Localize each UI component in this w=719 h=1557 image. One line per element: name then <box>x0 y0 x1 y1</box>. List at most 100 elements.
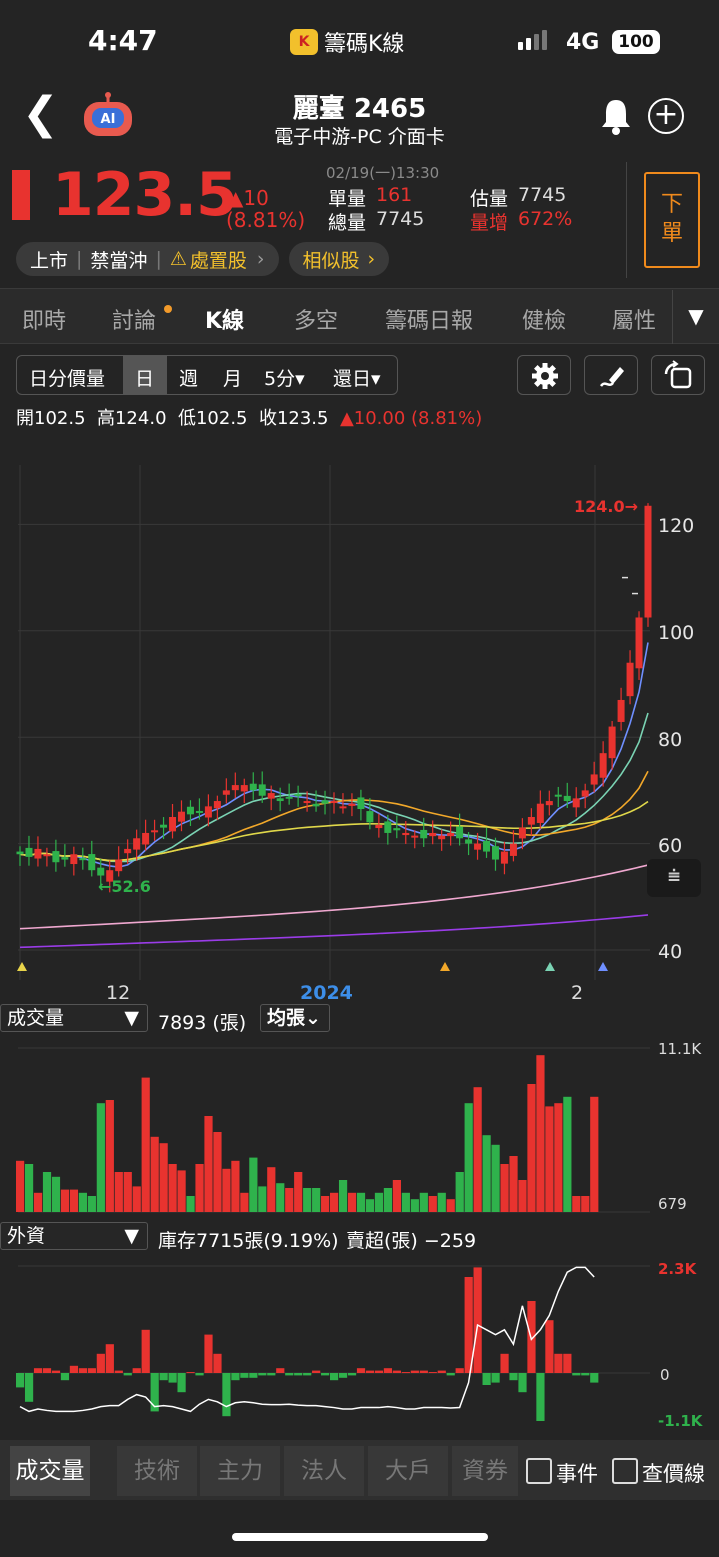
similar-stocks-label: 相似股 <box>302 249 360 272</box>
tab-health[interactable]: 健檢 <box>522 309 567 334</box>
period-intraday[interactable]: 日分價量 <box>29 368 106 390</box>
bottom-tab-margin[interactable]: 資券 <box>452 1446 518 1496</box>
foreign-indicator-select[interactable]: 外資 ▼ <box>0 1222 148 1250</box>
foreign-bar <box>24 1373 34 1402</box>
volume-indicator-select[interactable]: 成交量 ▼ <box>0 1004 148 1032</box>
events-label: 事件 <box>556 1462 598 1486</box>
bottom-tab-volume[interactable]: 成交量 <box>10 1446 90 1496</box>
volume-chart[interactable] <box>0 1040 719 1220</box>
foreign-bar <box>78 1368 87 1373</box>
candle-body <box>375 824 383 829</box>
volume-bar <box>51 1176 61 1212</box>
divider <box>626 162 627 278</box>
volume-bar <box>204 1116 213 1212</box>
volume-bar <box>16 1160 25 1212</box>
low-label: 低 <box>177 408 196 429</box>
foreign-bar <box>105 1344 114 1373</box>
event-marker-icon <box>598 962 608 971</box>
period-5min[interactable]: 5分▾ <box>264 368 305 390</box>
foreign-bar <box>330 1373 339 1381</box>
status-app-label: 籌碼K線 <box>324 32 405 57</box>
period-adjusted[interactable]: 還日▾ <box>333 368 381 390</box>
network-label: 4G <box>566 30 600 55</box>
foreign-bar <box>374 1370 384 1373</box>
tag-market-info[interactable]: 上市 | 禁當沖 | ⚠ 處置股 › <box>16 242 279 276</box>
bottom-tab-major[interactable]: 主力 <box>200 1446 280 1496</box>
candle-body <box>617 699 625 722</box>
foreign-bar <box>312 1370 321 1373</box>
draw-button[interactable] <box>584 355 638 395</box>
candle-body <box>151 830 159 833</box>
tab-kline[interactable]: K線 <box>205 309 245 334</box>
foreign-bar <box>177 1373 186 1393</box>
ma-line-10 <box>19 712 649 863</box>
tab-realtime[interactable]: 即時 <box>22 309 67 334</box>
candle-body <box>285 796 293 799</box>
status-app-name: K 籌碼K線 <box>290 26 404 58</box>
candle-body <box>97 867 105 876</box>
main-tabs: 即時 討論 K線 多空 籌碼日報 健檢 屬性 <box>0 288 719 344</box>
volume-bar <box>437 1192 446 1212</box>
volume-bar <box>186 1196 195 1212</box>
signal-icon <box>518 30 547 50</box>
chart-high-annotation: 124.0→ <box>574 497 639 516</box>
period-month[interactable]: 月 <box>223 368 243 390</box>
similar-stocks-button[interactable]: 相似股 › <box>288 242 390 276</box>
candle-body <box>357 797 365 810</box>
events-checkbox[interactable] <box>526 1458 552 1484</box>
candle-body <box>115 859 123 872</box>
foreign-bar <box>572 1373 581 1376</box>
rotate-button[interactable] <box>651 355 705 395</box>
ai-robot-icon[interactable]: AI <box>80 92 136 140</box>
estimated-volume-value: 7745 <box>518 184 567 206</box>
settings-button[interactable] <box>517 355 571 395</box>
price-line-checkbox[interactable] <box>612 1458 638 1484</box>
bottom-tab-bigholders[interactable]: 大戶 <box>368 1446 448 1496</box>
volume-axis-max: 11.1K <box>658 1040 702 1058</box>
foreign-bar <box>69 1365 79 1373</box>
foreign-bar <box>249 1373 258 1378</box>
foreign-bar <box>204 1334 213 1373</box>
foreign-bar <box>195 1373 204 1376</box>
bell-icon[interactable] <box>598 96 634 136</box>
bottom-tab-technical[interactable]: 技術 <box>117 1446 197 1496</box>
volume-bar <box>554 1103 563 1212</box>
tab-attributes[interactable]: 屬性 <box>612 309 657 334</box>
tab-longshort[interactable]: 多空 <box>294 309 339 334</box>
foreign-inventory: 庫存7715張(9.19%) <box>158 1230 339 1252</box>
order-button[interactable]: 下 單 <box>644 172 700 268</box>
close-label: 收 <box>258 408 277 429</box>
resize-handle[interactable]: ⩧ <box>647 859 701 897</box>
foreign-bar <box>500 1353 509 1373</box>
back-icon[interactable]: ❮ <box>22 88 59 139</box>
bottom-tab-institutional[interactable]: 法人 <box>284 1446 364 1496</box>
volume-value: 7893 (張) <box>158 1012 247 1034</box>
foreign-chart[interactable] <box>0 1258 719 1436</box>
candle-body <box>249 783 257 791</box>
volume-bar <box>536 1055 545 1212</box>
period-day[interactable]: 日 <box>135 368 155 390</box>
page-subtitle: 電子中游-PC 介面卡 <box>274 126 445 148</box>
page-title: 麗臺 2465 <box>292 94 427 124</box>
volume-indicator-label: 成交量 <box>7 1007 65 1029</box>
volume-bar <box>303 1188 312 1212</box>
volume-bar <box>365 1199 375 1212</box>
foreign-bar <box>132 1368 141 1373</box>
tabs-more-icon[interactable]: ▼ <box>672 290 719 344</box>
tab-chip-daily[interactable]: 籌碼日報 <box>385 309 474 334</box>
volume-bar <box>168 1164 177 1212</box>
chevron-right-icon: › <box>256 248 265 270</box>
candlestick-chart[interactable] <box>0 455 719 1005</box>
foreign-bar <box>518 1373 527 1393</box>
volume-bar <box>42 1172 52 1212</box>
add-watchlist-icon[interactable]: + <box>648 98 684 134</box>
candle-body <box>545 801 553 806</box>
candle-body <box>231 785 239 791</box>
chevron-down-icon: ▼ <box>124 1225 139 1247</box>
avg-volume-button[interactable]: 均張⌄ <box>260 1004 330 1032</box>
period-week[interactable]: 週 <box>179 368 199 390</box>
volume-bar <box>114 1172 123 1212</box>
volume-bar <box>509 1156 518 1212</box>
tab-discussion[interactable]: 討論 <box>112 309 157 334</box>
candle-body <box>34 848 42 859</box>
